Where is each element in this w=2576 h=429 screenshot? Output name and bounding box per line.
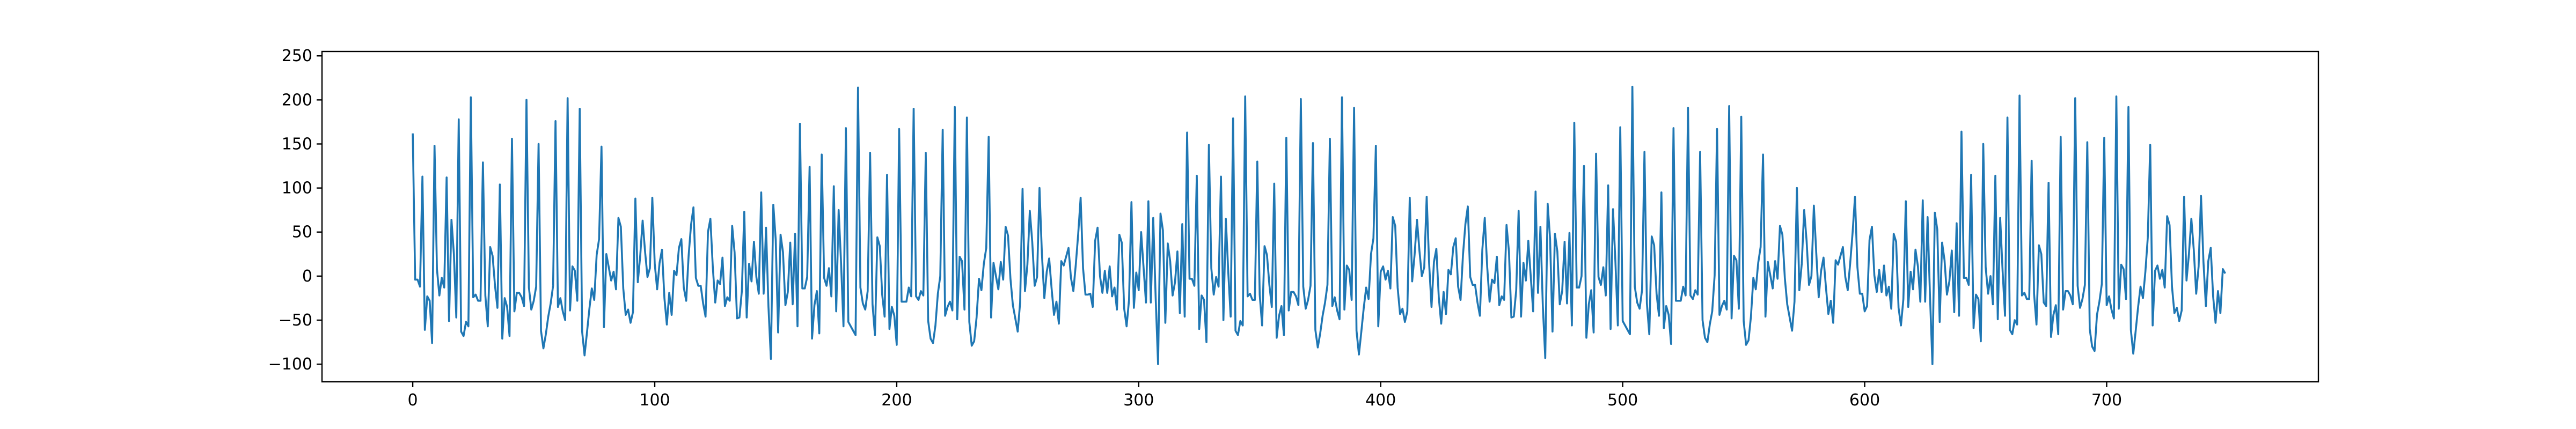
y-tick-label: 100: [282, 179, 312, 198]
x-tick-label: 200: [881, 391, 912, 410]
x-tick-label: 700: [2091, 391, 2122, 410]
x-tick-label: 300: [1123, 391, 1154, 410]
y-tick-label: 50: [292, 223, 312, 242]
plot-frame: [321, 50, 2319, 383]
y-tick-label: 200: [282, 91, 312, 109]
x-tick-label: 600: [1849, 391, 1880, 410]
y-tick-label: −100: [268, 355, 312, 374]
series-layer: [412, 85, 2226, 365]
y-tick-label: −50: [279, 311, 312, 330]
series-line: [412, 85, 2226, 365]
y-tick-label: 150: [282, 135, 312, 153]
y-tick-label: 250: [282, 47, 312, 65]
y-tick-label: 0: [302, 267, 312, 286]
x-tick-label: 0: [408, 391, 418, 410]
x-tick-label: 500: [1607, 391, 1638, 410]
x-tick-label: 400: [1365, 391, 1396, 410]
axis-layer: 0 100 200 300 400 500 600 700 −100 −50 0 50 100 150 20…: [268, 47, 2319, 410]
x-tick-label: 100: [639, 391, 670, 410]
